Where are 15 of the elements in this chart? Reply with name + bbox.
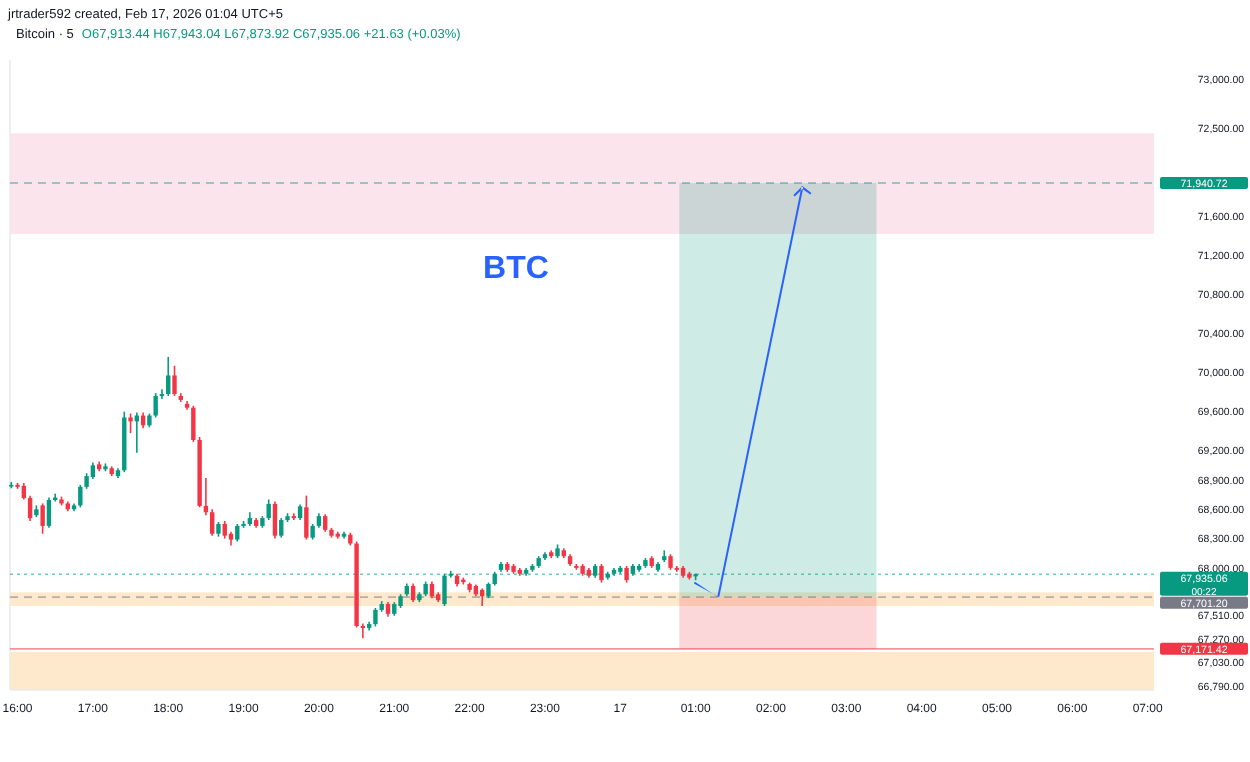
candlestick [172,364,177,397]
candlestick [279,517,284,539]
candlestick [128,412,133,434]
candlestick [442,572,447,607]
candlestick [40,502,45,535]
candlestick [304,494,309,541]
candlestick [153,392,158,419]
candlestick [599,563,604,584]
candlestick [410,582,416,603]
annotation: BTC [483,252,550,286]
candlestick [266,498,271,521]
candlestick [166,356,171,397]
candlestick [272,500,278,540]
candlestick [373,607,378,628]
candlestick [46,496,52,529]
